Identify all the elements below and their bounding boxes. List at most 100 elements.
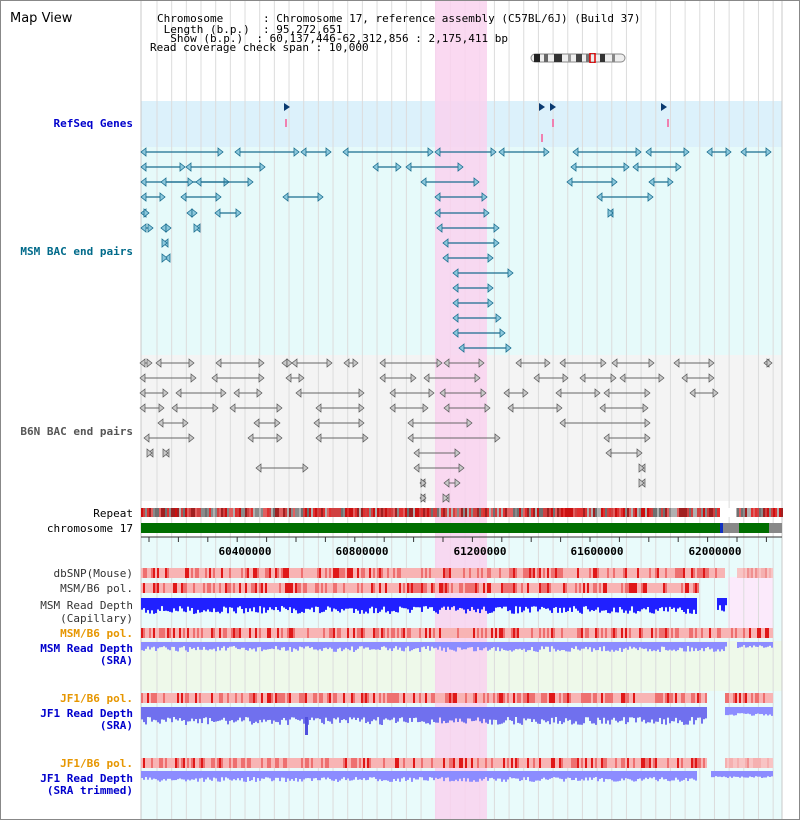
depth-bar	[283, 642, 285, 648]
depth-bar	[505, 642, 507, 651]
heat-cell	[297, 583, 299, 593]
heat-cell	[533, 583, 535, 593]
repeat-bar	[497, 508, 499, 517]
depth-bar	[149, 707, 151, 718]
bac-end-marker	[645, 147, 652, 157]
heat-cell	[235, 583, 237, 593]
depth-bar	[515, 771, 517, 779]
depth-bar	[297, 707, 299, 720]
heat-cell	[635, 568, 637, 578]
heat-cell	[285, 693, 287, 703]
heat-cell	[151, 693, 153, 703]
depth-bar	[341, 598, 343, 610]
heat-cell	[313, 758, 315, 768]
depth-bar	[313, 707, 315, 721]
depth-bar	[549, 642, 551, 652]
heat-cell	[691, 583, 693, 593]
depth-bar	[431, 642, 433, 647]
heat-cell	[525, 693, 527, 703]
depth-bar	[169, 598, 171, 612]
heat-cell	[301, 758, 303, 768]
repeat-bar	[215, 508, 217, 517]
heat-cell	[737, 758, 739, 768]
depth-bar	[245, 598, 247, 609]
depth-bar	[141, 707, 143, 720]
heat-cell	[449, 693, 451, 703]
heat-cell	[693, 568, 695, 578]
depth-bar	[287, 598, 289, 611]
heat-cell	[509, 583, 511, 593]
bac-end-marker	[600, 358, 607, 368]
depth-bar	[493, 598, 495, 612]
heat-cell	[477, 758, 479, 768]
heat-cell	[743, 758, 745, 768]
heat-cell	[221, 693, 223, 703]
heat-cell	[165, 693, 167, 703]
heat-cell	[327, 693, 329, 703]
heat-cell	[519, 568, 521, 578]
depth-bar	[481, 771, 483, 781]
depth-bar	[277, 598, 279, 610]
depth-bar	[267, 642, 269, 650]
depth-bar	[587, 771, 589, 781]
repeat-bar	[571, 508, 573, 517]
heat-cell	[587, 693, 589, 703]
depth-bar	[287, 707, 289, 725]
heat-cell	[667, 758, 669, 768]
depth-bar	[723, 642, 725, 652]
depth-bar	[395, 707, 397, 723]
repeat-bar	[413, 508, 415, 517]
depth-bar	[603, 598, 605, 611]
depth-bar	[213, 642, 215, 649]
depth-bar	[227, 771, 229, 779]
heat-cell	[583, 758, 585, 768]
depth-bar	[771, 771, 773, 777]
heat-cell	[309, 628, 311, 638]
repeat-bar	[579, 508, 581, 517]
heat-cell	[501, 583, 503, 593]
depth-bar	[163, 642, 165, 647]
heat-cell	[605, 583, 607, 593]
heat-cell	[477, 628, 479, 638]
bac-end-marker	[158, 403, 165, 413]
depth-bar	[515, 598, 517, 607]
depth-bar	[767, 771, 769, 777]
chromosome-ideogram[interactable]	[530, 53, 626, 63]
heat-cell	[561, 568, 563, 578]
depth-bar	[203, 771, 205, 782]
ruler-tick-label: 60800000	[335, 545, 389, 558]
repeat-bar	[405, 508, 407, 517]
repeat-bar	[699, 508, 701, 517]
bac-end-marker	[274, 418, 281, 428]
heat-cell	[479, 758, 481, 768]
header-key: Read coverage check span	[150, 41, 309, 54]
depth-bar	[319, 598, 321, 614]
bac-end-marker	[298, 373, 305, 383]
depth-bar	[647, 707, 649, 723]
heat-cell	[627, 693, 629, 703]
depth-bar	[369, 598, 371, 609]
heat-cell	[723, 568, 725, 578]
heat-cell	[467, 568, 469, 578]
depth-bar	[335, 707, 337, 720]
depth-bar	[263, 707, 265, 720]
heat-cell	[569, 628, 571, 638]
heat-cell	[263, 693, 265, 703]
depth-bar	[397, 642, 399, 650]
heat-cell	[167, 628, 169, 638]
depth-bar	[437, 642, 439, 650]
bac-end-marker	[315, 433, 322, 443]
heat-cell	[551, 628, 553, 638]
depth-bar	[177, 642, 179, 652]
heat-cell	[661, 583, 663, 593]
depth-bar	[701, 642, 703, 649]
track-label-msm-b6-pol-sra: MSM/B6 pol.	[60, 627, 133, 640]
heat-cell	[277, 583, 279, 593]
heat-cell	[521, 568, 523, 578]
depth-bar	[623, 771, 625, 781]
repeat-bar	[233, 508, 235, 517]
heat-cell	[585, 568, 587, 578]
depth-bar	[315, 642, 317, 650]
heat-cell	[653, 583, 655, 593]
